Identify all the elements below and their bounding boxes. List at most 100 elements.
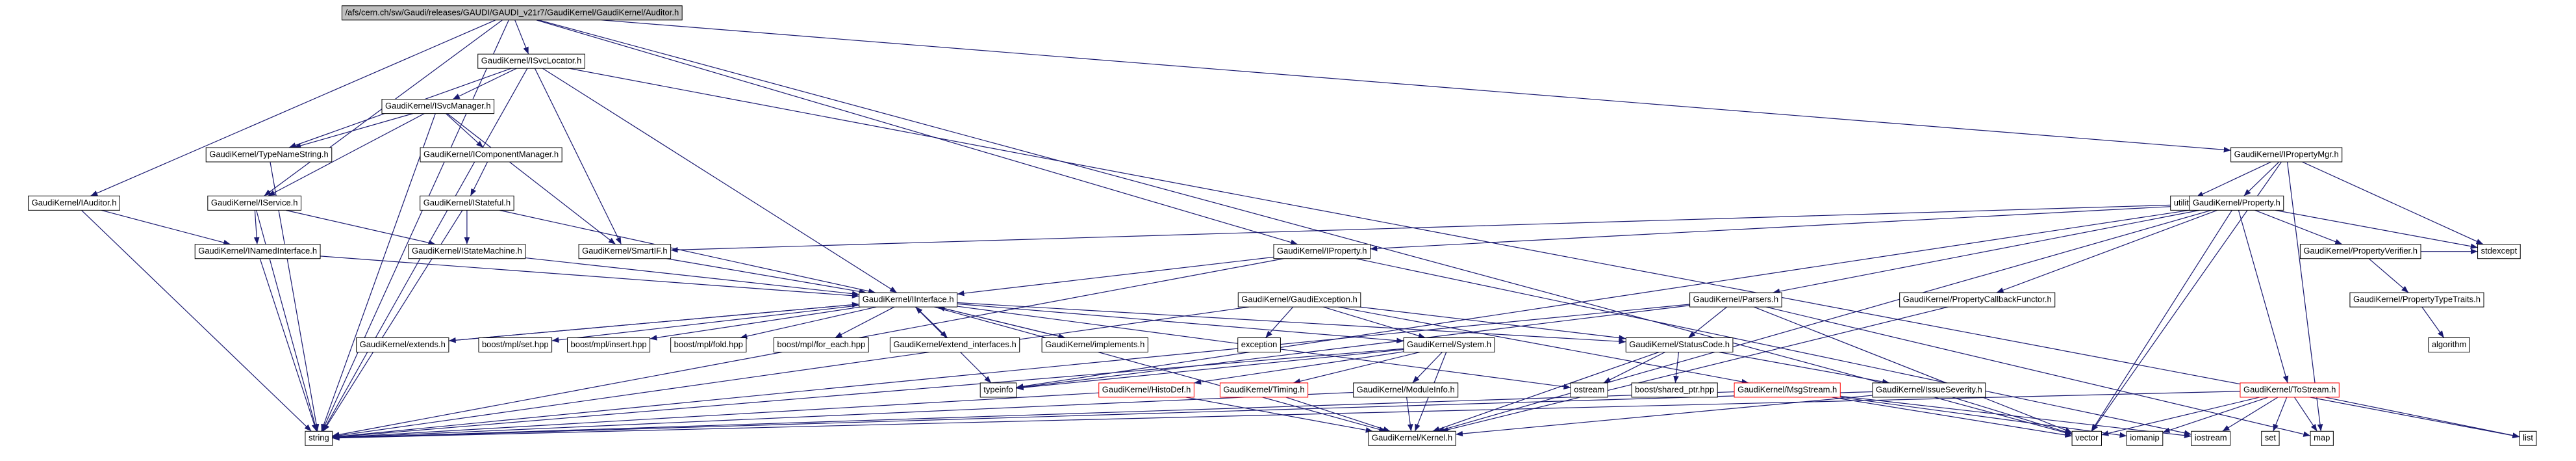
- node-label: GaudiKernel/ModuleInfo.h: [1357, 384, 1455, 394]
- node-label: GaudiKernel/IProperty.h: [1277, 246, 1367, 256]
- node-label: utility: [2174, 198, 2193, 207]
- edge: [2222, 397, 2279, 432]
- node-label: GaudiKernel/IService.h: [211, 198, 298, 207]
- edge: [332, 391, 2240, 441]
- edge: [1293, 351, 1421, 384]
- node: list: [2519, 430, 2537, 446]
- edge: [332, 306, 1249, 439]
- edge: [1673, 352, 1680, 383]
- node-box: [478, 337, 553, 353]
- node-label: GaudiKernel/IComponentManager.h: [423, 149, 559, 159]
- edge: [536, 20, 1298, 245]
- edge: [452, 68, 517, 100]
- edge: [2302, 161, 2484, 245]
- node: GaudiKernel/IService.h: [207, 195, 302, 211]
- node: GaudiKernel/SmartIF.h: [578, 244, 672, 259]
- edge: [1952, 397, 2073, 435]
- edge: [2325, 397, 2520, 438]
- node-box: [2349, 292, 2484, 308]
- node-box: [205, 147, 333, 163]
- node-box: [2261, 430, 2280, 446]
- node-label: list: [2523, 433, 2533, 443]
- edge: [2368, 258, 2409, 293]
- edge: [1265, 306, 1294, 338]
- edge: [2091, 210, 2232, 432]
- node-box: [1237, 337, 1281, 353]
- edge: [514, 20, 529, 55]
- node-box: [356, 337, 449, 353]
- node-box: [1353, 382, 1459, 398]
- node-label: GaudiKernel/Property.h: [2193, 198, 2280, 207]
- node-box: [1631, 382, 1718, 398]
- edge: [1359, 306, 1626, 341]
- edge: [542, 68, 898, 293]
- edge: [1840, 397, 2127, 438]
- edge: [332, 392, 1099, 440]
- node: GaudiKernel/Parsers.h: [1689, 292, 1782, 308]
- node: typeinfo: [979, 382, 1017, 398]
- edge: [332, 348, 1404, 440]
- node-box: [1368, 430, 1456, 446]
- edge: [1687, 306, 1727, 338]
- edge: [670, 204, 2190, 253]
- node-box: [381, 99, 495, 114]
- node-label: GaudiKernel/System.h: [1407, 339, 1491, 349]
- edge: [1412, 352, 1443, 384]
- node-box: [194, 244, 321, 259]
- edge: [525, 257, 859, 296]
- edge: [1185, 397, 1373, 433]
- node-label: GaudiKernel/MsgStream.h: [1737, 384, 1837, 394]
- node: exception: [1237, 337, 1281, 353]
- edge: [268, 113, 425, 196]
- edge: [101, 209, 231, 246]
- edge: [1719, 351, 1890, 385]
- node-box: [567, 337, 651, 353]
- node-box: [408, 244, 526, 259]
- node-box: [477, 53, 585, 69]
- node-box: [773, 337, 869, 353]
- edge: [666, 258, 866, 295]
- node-label: GaudiKernel/ISvcManager.h: [385, 101, 491, 111]
- node-label: map: [2314, 433, 2330, 443]
- node-label: GaudiKernel/Parsers.h: [1693, 295, 1779, 304]
- node-box: [889, 337, 1020, 353]
- node-label: GaudiKernel/IssueSeverity.h: [1876, 384, 1982, 394]
- edge: [294, 113, 413, 149]
- node-label: typeinfo: [983, 384, 1013, 394]
- node-box: [1625, 337, 1734, 353]
- node-box: [1689, 292, 1782, 308]
- edge: [1285, 397, 1391, 432]
- node: GaudiKernel/System.h: [1403, 337, 1495, 353]
- edge: [1432, 351, 1660, 432]
- node-box: [1734, 382, 1841, 398]
- node-label: GaudiKernel/implements.h: [1045, 339, 1144, 349]
- edge: [1016, 305, 1690, 390]
- node: boost/mpl/set.hpp: [478, 337, 553, 353]
- node: set: [2261, 430, 2280, 446]
- edge: [1016, 349, 1404, 391]
- edge: [2421, 306, 2445, 338]
- edge: [332, 391, 1873, 441]
- node-label: GaudiKernel/PropertyTypeTraits.h: [2353, 295, 2481, 304]
- edge: [2162, 397, 2269, 433]
- node-box: [979, 382, 1017, 398]
- node-label: boost/mpl/insert.hpp: [571, 339, 647, 349]
- edge: [285, 209, 436, 246]
- node-label: GaudiKernel/SmartIF.h: [582, 246, 668, 256]
- edge: [569, 68, 2520, 439]
- edge: [90, 20, 496, 196]
- node: GaudiKernel/IAuditor.h: [28, 195, 120, 211]
- edge: [253, 210, 260, 244]
- node-box: [859, 292, 958, 308]
- edge: [1831, 397, 2073, 438]
- node-box: [1570, 382, 1608, 398]
- node-box: [1237, 292, 1361, 308]
- node-label: GaudiKernel/Kernel.h: [1372, 433, 1452, 443]
- edge: [470, 161, 488, 196]
- edge: [937, 306, 1066, 339]
- node-box: [1219, 382, 1309, 398]
- node: GaudiKernel/IssueSeverity.h: [1872, 382, 1986, 398]
- node-label: GaudiKernel/IInterface.h: [863, 295, 954, 304]
- node: GaudiKernel/Kernel.h: [1368, 430, 1456, 446]
- edge: [2243, 161, 2280, 196]
